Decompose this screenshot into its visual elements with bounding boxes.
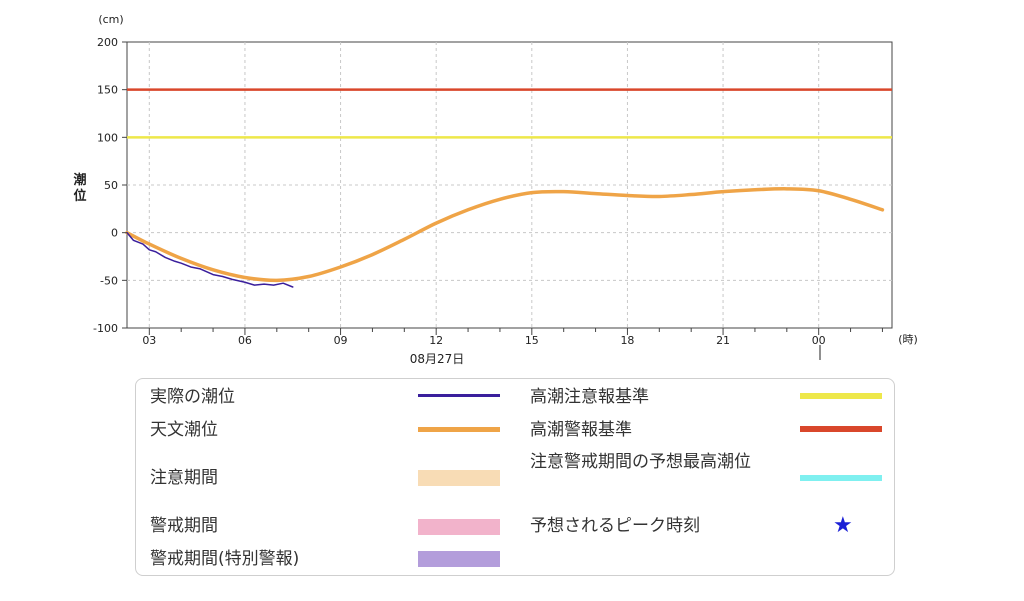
legend-special-period-swatch	[418, 551, 500, 567]
legend-warning-std-swatch	[800, 426, 882, 432]
legend-caution-period-swatch	[418, 470, 500, 486]
x-tick-label: 12	[429, 334, 443, 347]
threshold-lines	[127, 88, 892, 139]
date-label: 08月27日	[410, 352, 465, 366]
y-axis-label: 潮位	[73, 172, 86, 204]
legend-caution-period-label: 注意期間	[150, 468, 218, 488]
y-tick-label: 0	[111, 227, 118, 240]
y-tick-label: 150	[97, 84, 118, 97]
y-tick-label: -100	[93, 322, 118, 335]
x-tick-label: 18	[620, 334, 634, 347]
x-tick-label: 21	[716, 334, 730, 347]
legend-warning-period-swatch	[418, 519, 500, 535]
x-tick-label: 03	[142, 334, 156, 347]
legend-caution-std-swatch	[800, 393, 882, 399]
y-axis-label-char: 位	[73, 188, 86, 204]
legend-forecast-max-label: 注意警戒期間の予想最高潮位	[530, 452, 751, 472]
series-line-actual	[126, 231, 294, 288]
y-unit-label: (cm)	[98, 13, 123, 26]
y-axis: -100 -50 0 50 100 150 200	[93, 36, 127, 335]
legend-warning-period-label: 警戒期間	[150, 516, 218, 536]
y-tick-label: -50	[100, 274, 118, 287]
legend: 実際の潮位 天文潮位 注意期間 警戒期間 警戒期間(特別警報) 高潮注意報基準 …	[135, 378, 895, 576]
legend-warning-std-label: 高潮警報基準	[530, 420, 632, 440]
x-unit-label: (時)	[898, 333, 918, 346]
x-tick-label: 15	[525, 334, 539, 347]
legend-astro-swatch	[418, 427, 500, 432]
legend-caution-std-label: 高潮注意報基準	[530, 387, 649, 407]
legend-forecast-max-swatch	[800, 475, 882, 481]
legend-actual-swatch	[418, 394, 500, 397]
legend-special-period-label: 警戒期間(特別警報)	[150, 549, 300, 569]
peak-star-icon: ★	[833, 513, 853, 538]
x-tick-label: 06	[238, 334, 252, 347]
y-tick-label: 100	[97, 131, 118, 144]
legend-astro-label: 天文潮位	[150, 420, 218, 440]
y-axis-label-char: 潮	[73, 172, 86, 188]
y-tick-label: 200	[97, 36, 118, 49]
legend-peak-time-label: 予想されるピーク時刻	[530, 516, 700, 536]
x-tick-label: 00	[812, 334, 826, 347]
x-axis: 03 06 09 12 15 18 21 00	[142, 328, 883, 347]
series-group	[125, 187, 885, 288]
legend-actual-label: 実際の潮位	[150, 387, 235, 407]
y-tick-label: 50	[104, 179, 118, 192]
series-line-astro	[125, 187, 885, 283]
tide-chart: -100 -50 0 50 100 150 200 03 06 09 12 15 18 21 00 (cm…	[73, 13, 918, 366]
x-tick-label: 09	[334, 334, 348, 347]
